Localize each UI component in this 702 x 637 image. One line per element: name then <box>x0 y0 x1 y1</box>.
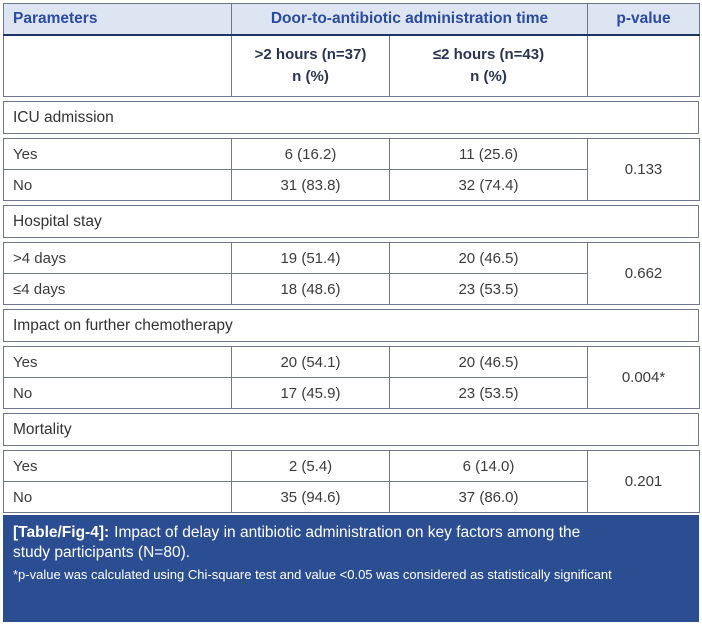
subheader-le2-cell: ≤2 hours (n=43) n (%) <box>389 34 588 97</box>
table-row: >4 days 19 (51.4) 20 (46.5) 0.662 <box>3 242 700 305</box>
value-cell: 32 (74.4) <box>389 169 588 201</box>
section-title-chemotherapy-impact: Impact on further chemotherapy <box>3 309 699 342</box>
subheader-le2-line1: ≤2 hours (n=43) <box>432 46 545 63</box>
table-row: Yes 2 (5.4) 6 (14.0) 0.201 <box>3 450 700 513</box>
value-cell: 20 (54.1) <box>231 346 390 378</box>
caption-label: [Table/Fig-4]: <box>13 524 110 541</box>
value-cell: 6 (14.0) <box>389 450 588 482</box>
row-label-cell: ≤4 days <box>3 273 232 305</box>
section-title-hospital-stay: Hospital stay <box>3 205 699 238</box>
table-row: No 35 (94.6) 37 (86.0) <box>3 481 700 513</box>
empty-header-cell <box>587 34 700 97</box>
section-title-text: Mortality <box>3 413 699 446</box>
value-cell: 20 (46.5) <box>389 346 588 378</box>
p-value-cell: 0.662 <box>587 242 700 305</box>
p-value-header-cell: p-value <box>587 3 700 36</box>
table-caption: [Table/Fig-4]: Impact of delay in antibio… <box>13 523 618 563</box>
p-value-cell: 0.133 <box>587 138 700 201</box>
section-title-icu-admission: ICU admission <box>3 101 699 134</box>
table-row: Yes 20 (54.1) 20 (46.5) 0.004* <box>3 346 700 409</box>
row-label-cell: Yes <box>3 346 232 378</box>
section-data-chemotherapy-impact: Yes 20 (54.1) 20 (46.5) 0.004* No 17 (45… <box>3 346 700 409</box>
value-cell: 2 (5.4) <box>231 450 390 482</box>
section-data-mortality: Yes 2 (5.4) 6 (14.0) 0.201 No 35 (94.6) … <box>3 450 700 513</box>
caption-text: Impact of delay in antibiotic administra… <box>13 524 581 562</box>
row-label-cell: Yes <box>3 138 232 170</box>
value-cell: 18 (48.6) <box>231 273 390 305</box>
row-label-cell: No <box>3 169 232 201</box>
value-cell: 20 (46.5) <box>389 242 588 274</box>
value-cell: 37 (86.0) <box>389 481 588 513</box>
header-table: Parameters Door-to-antibiotic administra… <box>3 3 700 97</box>
section-title-mortality: Mortality <box>3 413 699 446</box>
section-title-text: Impact on further chemotherapy <box>3 309 699 342</box>
subheader-gt2-line2: n (%) <box>292 67 329 85</box>
row-label-cell: No <box>3 481 232 513</box>
section-title-text: Hospital stay <box>3 205 699 238</box>
value-cell: 17 (45.9) <box>231 377 390 409</box>
table-row: No 17 (45.9) 23 (53.5) <box>3 377 700 409</box>
section-data-icu-admission: Yes 6 (16.2) 11 (25.6) 0.133 No 31 (83.8… <box>3 138 700 201</box>
table-row: No 31 (83.8) 32 (74.4) <box>3 169 700 201</box>
section-title-text: ICU admission <box>3 101 699 134</box>
value-cell: 11 (25.6) <box>389 138 588 170</box>
value-cell: 35 (94.6) <box>231 481 390 513</box>
value-cell: 31 (83.8) <box>231 169 390 201</box>
table-row: ≤4 days 18 (48.6) 23 (53.5) <box>3 273 700 305</box>
row-label-cell: >4 days <box>3 242 232 274</box>
value-cell: 6 (16.2) <box>231 138 390 170</box>
value-cell: 23 (53.5) <box>389 273 588 305</box>
row-label-cell: No <box>3 377 232 409</box>
subheader-gt2-line1: >2 hours (n=37) <box>254 46 367 63</box>
table-row: Yes 6 (16.2) 11 (25.6) 0.133 <box>3 138 700 201</box>
p-value-cell: 0.201 <box>587 450 700 513</box>
empty-header-cell <box>3 34 232 97</box>
admin-time-header-cell: Door-to-antibiotic administration time <box>231 3 588 36</box>
row-label-cell: Yes <box>3 450 232 482</box>
caption-footnote: *p-value was calculated using Chi-square… <box>13 567 612 583</box>
section-data-hospital-stay: >4 days 19 (51.4) 20 (46.5) 0.662 ≤4 day… <box>3 242 700 305</box>
parameters-header-cell: Parameters <box>3 3 232 36</box>
table-caption-band: [Table/Fig-4]: Impact of delay in antibio… <box>3 515 699 622</box>
value-cell: 19 (51.4) <box>231 242 390 274</box>
subheader-le2-line2: n (%) <box>470 67 507 85</box>
value-cell: 23 (53.5) <box>389 377 588 409</box>
p-value-cell: 0.004* <box>587 346 700 409</box>
subheader-gt2-cell: >2 hours (n=37) n (%) <box>231 34 390 97</box>
